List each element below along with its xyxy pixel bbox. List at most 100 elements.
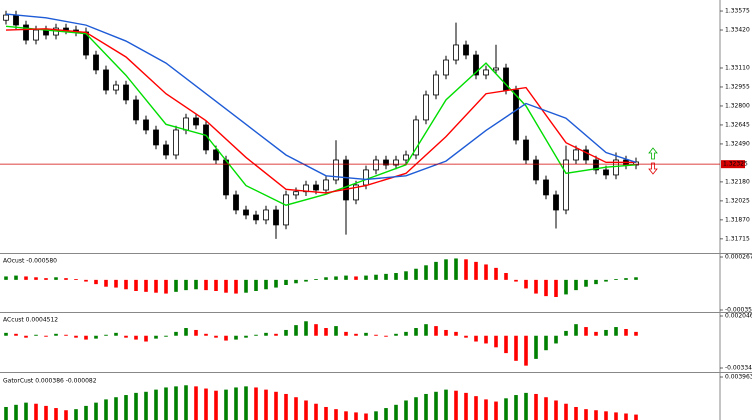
candle-body <box>543 179 549 196</box>
histogram-bar <box>164 387 168 420</box>
candle-body <box>273 209 279 226</box>
histogram-bar <box>214 335 218 338</box>
histogram-bar <box>274 279 278 288</box>
histogram-bar <box>534 393 538 420</box>
histogram-bar <box>374 334 378 336</box>
y-tick-label: 1.31715 <box>725 235 750 242</box>
histogram-bar <box>64 278 68 280</box>
histogram-bar <box>334 326 338 336</box>
histogram-bar <box>394 404 398 420</box>
histogram-bar <box>34 334 38 336</box>
histogram-bar <box>374 411 378 420</box>
histogram-bar <box>494 267 498 280</box>
histogram-bar <box>124 335 128 338</box>
histogram-bar <box>624 328 628 336</box>
y-tick-label: 0.000267 <box>725 254 752 261</box>
indicator-title: ACcust 0.0004512 <box>3 317 58 324</box>
histogram-bar <box>444 259 448 280</box>
histogram-bar <box>104 279 108 287</box>
histogram-bar <box>284 329 288 336</box>
candle-body <box>443 59 449 76</box>
histogram-bar <box>294 279 298 284</box>
histogram-bar <box>334 409 338 420</box>
histogram-bar <box>624 413 628 420</box>
candle-body <box>593 159 599 171</box>
histogram-bar <box>254 387 258 420</box>
histogram-bar <box>424 324 428 336</box>
candle-body <box>253 214 259 221</box>
histogram-bar <box>324 277 328 280</box>
histogram-bar <box>524 335 528 366</box>
y-tick-label: 1.33110 <box>725 64 750 71</box>
histogram-bar <box>204 388 208 420</box>
histogram-bar <box>354 333 358 336</box>
candle-body <box>483 69 489 76</box>
histogram-bar <box>214 279 218 291</box>
histogram-bar <box>594 331 598 336</box>
candle-body <box>313 184 319 191</box>
histogram-bar <box>604 279 608 282</box>
histogram-bar <box>524 279 528 289</box>
candle-body <box>113 84 119 91</box>
histogram-bar <box>54 277 58 280</box>
histogram-bar <box>514 279 518 282</box>
histogram-bar <box>384 273 388 280</box>
histogram-bar <box>214 390 218 420</box>
histogram-bar <box>584 279 588 287</box>
y-tick-label: 0.0020465 <box>725 313 752 320</box>
candle-body <box>343 159 349 201</box>
histogram-bar <box>44 278 48 280</box>
histogram-bar <box>354 276 358 280</box>
histogram-bar <box>424 393 428 420</box>
histogram-bar <box>344 331 348 336</box>
histogram-bar <box>234 335 238 340</box>
histogram-bar <box>324 328 328 336</box>
histogram-bar <box>264 332 268 336</box>
histogram-bar <box>14 275 18 280</box>
sell-arrow <box>648 162 658 175</box>
histogram-bar <box>84 405 88 420</box>
candle-body <box>373 159 379 171</box>
histogram-bar <box>634 277 638 280</box>
moving-average <box>5 25 637 206</box>
candle-body <box>603 169 609 176</box>
histogram-bar <box>84 279 88 282</box>
histogram-bar <box>484 264 488 280</box>
histogram-bar <box>94 335 98 339</box>
histogram-bar <box>534 335 538 359</box>
histogram-bar <box>444 329 448 336</box>
histogram-bar <box>124 395 128 420</box>
candle-body <box>63 27 69 31</box>
histogram-bar <box>474 261 478 280</box>
histogram-bar <box>574 406 578 420</box>
histogram-bar <box>4 332 8 336</box>
histogram-bar <box>584 409 588 420</box>
histogram-bar <box>314 403 318 420</box>
histogram-bar <box>414 397 418 420</box>
histogram-bar <box>144 391 148 420</box>
histogram-bar <box>574 279 578 291</box>
histogram-bar <box>224 389 228 420</box>
histogram-bar <box>474 396 478 420</box>
histogram-bar <box>294 325 298 336</box>
histogram-bar <box>504 273 508 280</box>
histogram-bar <box>604 329 608 336</box>
histogram-bar <box>434 261 438 280</box>
histogram-bar <box>604 411 608 420</box>
candle-body <box>493 67 499 71</box>
histogram-bar <box>384 335 388 337</box>
candle-body <box>153 129 159 146</box>
histogram-bar <box>464 335 468 338</box>
candle-body <box>163 144 169 156</box>
histogram-bar <box>74 409 78 420</box>
histogram-bar <box>4 406 8 420</box>
histogram-bar <box>504 335 508 354</box>
candle-body <box>533 159 539 181</box>
histogram-bar <box>614 412 618 420</box>
histogram-bar <box>564 330 568 336</box>
histogram-bar <box>594 410 598 420</box>
candle-body <box>263 209 269 221</box>
histogram-bar <box>454 331 458 336</box>
histogram-bar <box>414 268 418 280</box>
candle-body <box>13 14 19 26</box>
